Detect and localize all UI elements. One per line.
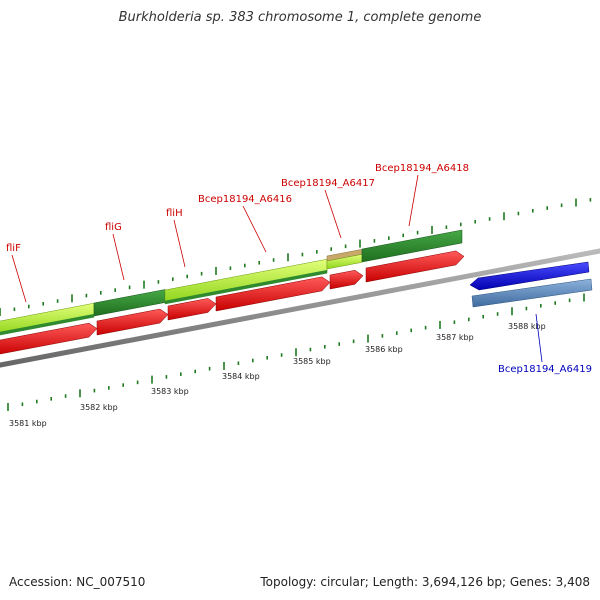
kbp-labels: 3581 kbp 3582 kbp 3583 kbp 3584 kbp 3585… [9, 322, 546, 428]
forward-cds-arrow [365, 250, 465, 283]
kbp-label: 3584 kbp [222, 372, 260, 381]
kbp-label: 3583 kbp [151, 387, 189, 396]
leader-line [112, 233, 125, 281]
leader-line [11, 254, 27, 303]
gene-label-bcep18194-a6419: Bcep18194_A6419 [498, 364, 592, 375]
gene-labels: fliF fliG fliH Bcep18194_A6416 Bcep18194… [6, 163, 592, 375]
forward-cds-arrow [0, 322, 98, 355]
green-underline-bar [164, 269, 328, 305]
leader-line [408, 174, 419, 227]
gene-bar-track [0, 229, 463, 336]
kbp-label: 3581 kbp [9, 419, 47, 428]
forward-cds-track [0, 250, 465, 355]
kbp-label: 3582 kbp [80, 403, 118, 412]
upper-tick-row [0, 198, 592, 316]
gene-label-flif: fliF [6, 243, 21, 254]
kbp-label: 3585 kbp [293, 357, 331, 366]
kbp-label: 3587 kbp [436, 333, 474, 342]
light-green-gene-bar [326, 254, 363, 270]
lower-tick-row [7, 293, 585, 411]
reverse-gene-bar [471, 278, 593, 308]
forward-cds-arrow [96, 308, 169, 336]
topology-text: Topology: circular; Length: 3,694,126 bp… [260, 575, 590, 589]
chromosome-backbone [0, 248, 600, 368]
leader-line [242, 205, 267, 253]
gene-label-bcep18194-a6417: Bcep18194_A6417 [281, 178, 375, 189]
gene-label-bcep18194-a6416: Bcep18194_A6416 [198, 194, 292, 205]
forward-cds-arrow [215, 276, 331, 312]
gene-label-flih: fliH [166, 208, 183, 219]
leader-line [324, 189, 342, 239]
map-title: Burkholderia sp. 383 chromosome 1, compl… [118, 10, 482, 25]
forward-cds-arrow [329, 269, 364, 290]
leader-line [535, 313, 543, 363]
gene-label-bcep18194-a6418: Bcep18194_A6418 [375, 163, 469, 174]
accession-text: Accession: NC_007510 [9, 575, 146, 589]
leader-line [173, 219, 186, 268]
gene-label-flig: fliG [105, 222, 122, 233]
green-gene-bar [361, 229, 463, 263]
kbp-label: 3586 kbp [365, 345, 403, 354]
reverse-cds-arrow [469, 261, 590, 291]
kbp-label: 3588 kbp [508, 322, 546, 331]
forward-cds-arrow [167, 298, 217, 321]
green-underline-bar [0, 313, 95, 336]
